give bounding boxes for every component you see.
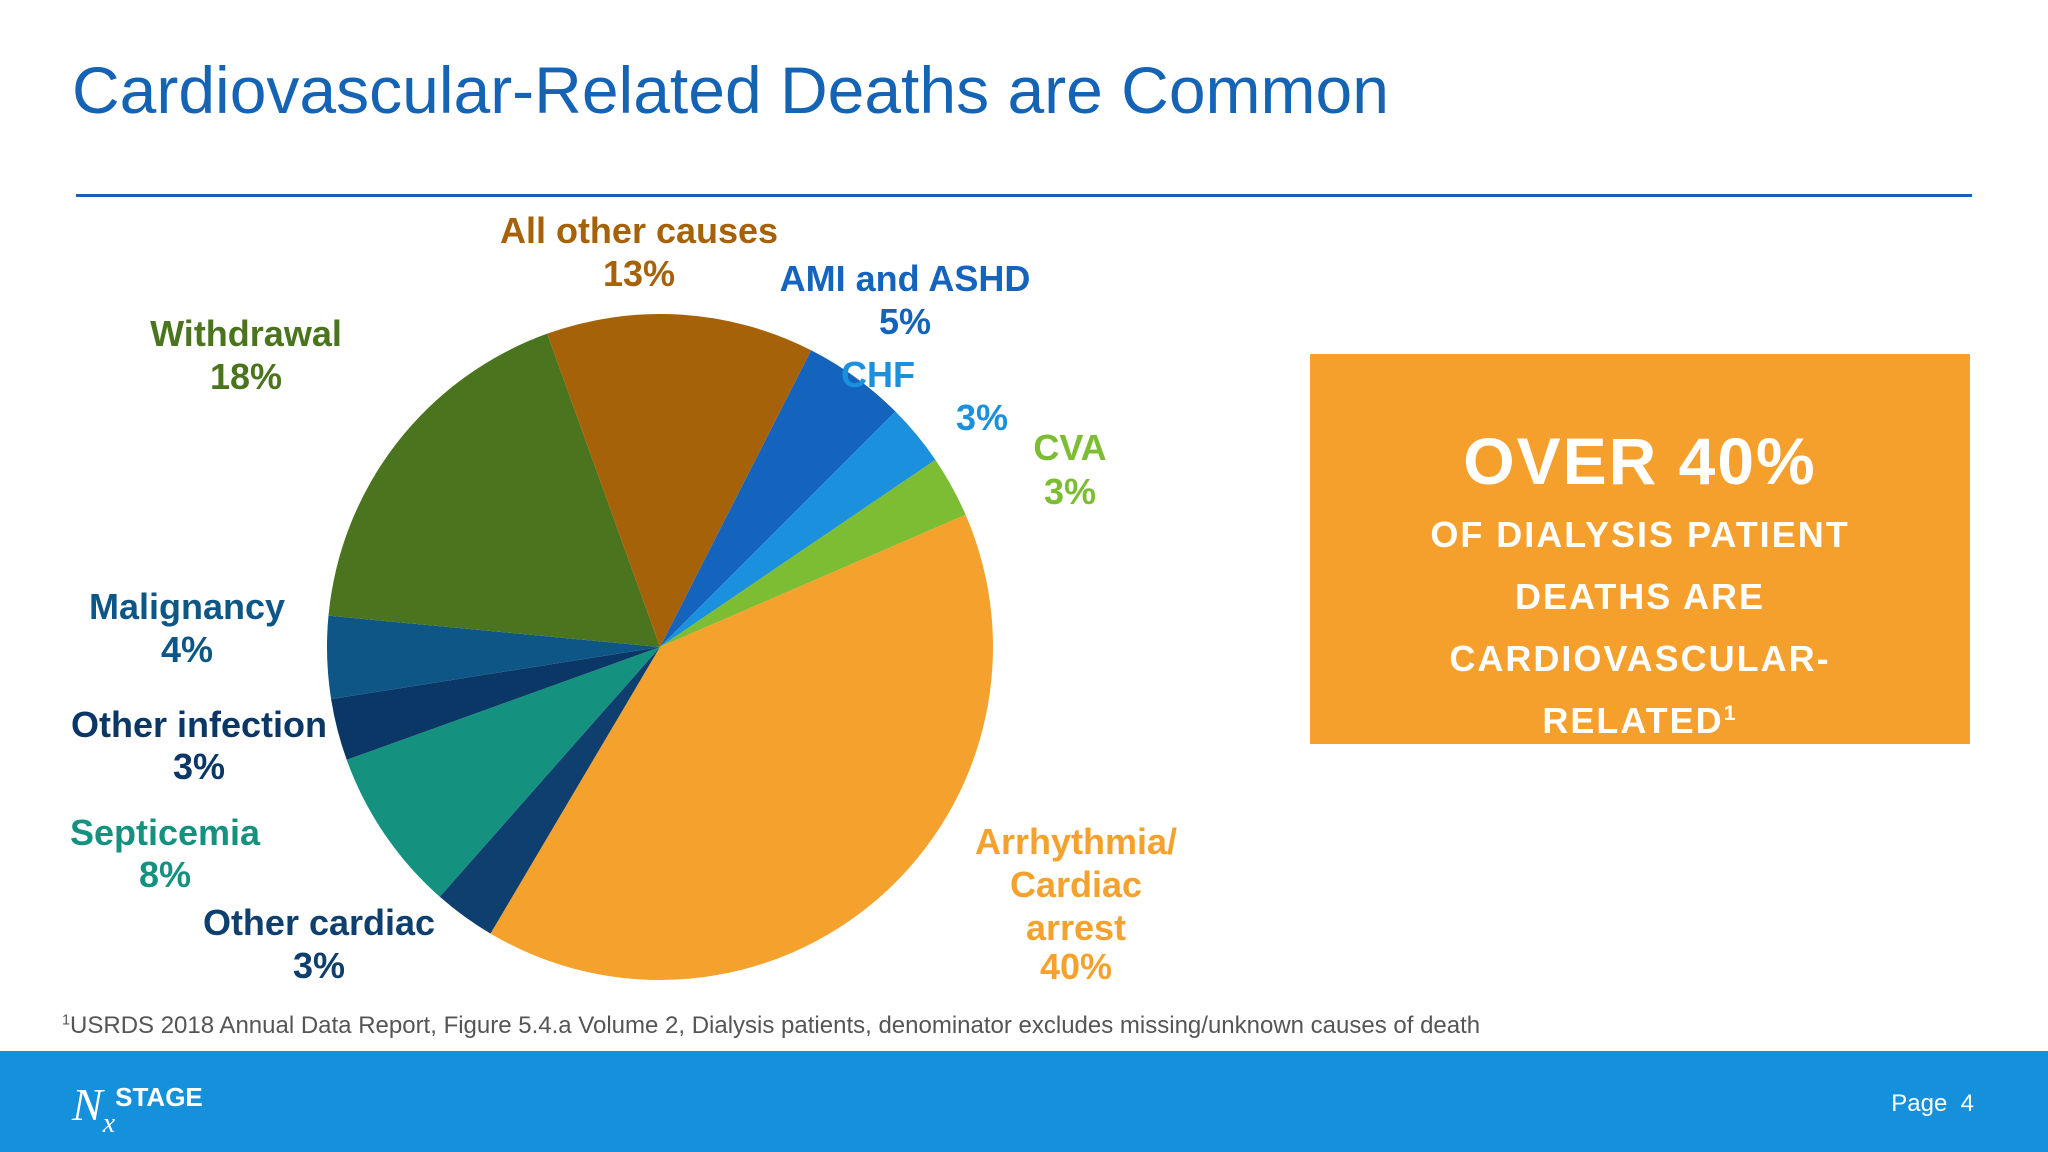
title-rule — [76, 194, 1972, 197]
logo: NxSTAGE — [72, 1078, 203, 1140]
callout-body: OF DIALYSIS PATIENT DEATHS ARE CARDIOVAS… — [1430, 514, 1850, 741]
slice-value-label: 13% — [602, 253, 676, 294]
slice-value-label: 3% — [172, 746, 226, 787]
slice-value-label: 8% — [138, 854, 192, 895]
slice-label: AMI and ASHD — [779, 258, 1031, 299]
pie-slice — [328, 333, 660, 647]
pie-slice — [660, 350, 896, 647]
page-label: Page — [1891, 1090, 1948, 1117]
pie-slice — [547, 314, 812, 647]
logo-x: x — [102, 1108, 116, 1139]
footnote-text: USRDS 2018 Annual Data Report, Figure 5.… — [70, 1012, 1481, 1039]
slice-value-label: 4% — [160, 629, 214, 670]
footer-bar — [0, 1051, 2048, 1152]
page-value: 4 — [1960, 1090, 1974, 1117]
slice-label: Arrhythmia/ Cardiac arrest — [974, 821, 1178, 948]
callout-box: OVER 40% OF DIALYSIS PATIENT DEATHS ARE … — [1310, 354, 1970, 744]
slice-value-label: 5% — [878, 301, 932, 342]
slice-label: Other cardiac — [202, 902, 436, 943]
pie-slice — [660, 411, 936, 647]
pie-slice — [331, 647, 660, 760]
slice-value-label: 3% — [292, 945, 346, 986]
slice-label: Other infection — [70, 704, 328, 745]
slice-value-label: 40% — [1039, 946, 1113, 987]
logo-n: N — [72, 1079, 103, 1130]
callout-text: OF DIALYSIS PATIENT DEATHS ARE CARDIOVAS… — [1360, 504, 1920, 752]
pie-slice — [490, 514, 993, 981]
pie-slice — [327, 615, 660, 700]
page-number: Page 4 — [1891, 1090, 1974, 1118]
slice-label: Withdrawal — [150, 313, 342, 354]
pie-slice — [660, 459, 966, 647]
slice-label: All other causes — [499, 210, 779, 251]
slice-label: Septicemia — [69, 812, 261, 853]
slice-value-label: 18% — [209, 356, 283, 397]
slice-label: CVA — [1033, 427, 1107, 468]
pie-slice — [346, 647, 660, 897]
footnote: 1USRDS 2018 Annual Data Report, Figure 5… — [62, 1010, 1562, 1042]
callout-headline: OVER 40% — [1463, 424, 1817, 498]
slide-title: Cardiovascular-Related Deaths are Common — [72, 53, 1389, 127]
callout-sup: 1 — [1723, 700, 1738, 726]
slice-value-label: 3% — [1043, 471, 1097, 512]
slice-label: Malignancy — [88, 586, 286, 627]
slice-label: CHF — [841, 354, 915, 395]
footnote-sup: 1 — [62, 1012, 71, 1029]
slice-value-label: 3% — [955, 397, 1009, 438]
pie-slice — [439, 647, 660, 934]
logo-stage: STAGE — [115, 1082, 203, 1112]
